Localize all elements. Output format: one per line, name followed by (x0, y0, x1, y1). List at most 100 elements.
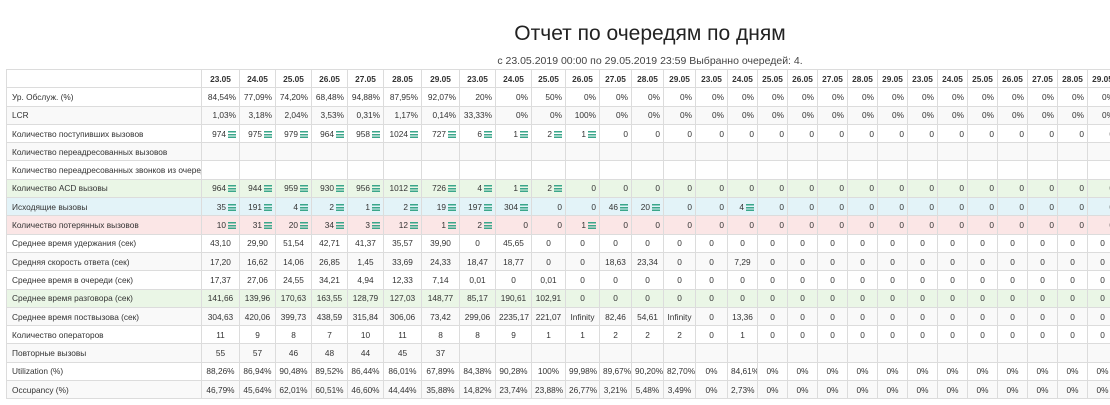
table-cell: 127,03 (383, 288, 422, 308)
list-details-icon[interactable] (228, 203, 236, 211)
table-cell[interactable]: 958 (347, 123, 384, 144)
table-cell[interactable]: 2 (311, 197, 348, 217)
table-cell[interactable]: 2 (383, 197, 422, 217)
list-details-icon[interactable] (746, 203, 754, 211)
table-cell[interactable]: 197 (459, 197, 496, 217)
list-details-icon[interactable] (410, 185, 418, 193)
table-cell[interactable]: 1 (495, 123, 532, 144)
list-details-icon[interactable] (264, 130, 272, 138)
list-details-icon[interactable] (520, 203, 528, 211)
table-cell[interactable]: 930 (311, 178, 348, 199)
list-details-icon[interactable] (372, 185, 380, 193)
cell-value: 0 (950, 311, 955, 322)
table-cell[interactable]: 727 (421, 123, 460, 144)
cell-value: 0% (772, 110, 784, 121)
cell-value: 0% (982, 110, 994, 121)
table-cell[interactable]: 20 (631, 197, 664, 217)
table-cell[interactable]: 4 (727, 197, 758, 217)
table-cell[interactable]: 979 (275, 123, 312, 144)
table-cell[interactable]: 1012 (383, 178, 422, 199)
table-cell[interactable]: 974 (201, 123, 240, 144)
list-details-icon[interactable] (448, 222, 456, 230)
list-details-icon[interactable] (554, 185, 562, 193)
list-details-icon[interactable] (484, 130, 492, 138)
table-cell[interactable]: 4 (275, 197, 312, 217)
list-details-icon[interactable] (448, 185, 456, 193)
list-details-icon[interactable] (300, 222, 308, 230)
table-cell[interactable]: 959 (275, 178, 312, 199)
list-details-icon[interactable] (300, 203, 308, 211)
table-cell[interactable]: 304 (495, 197, 532, 217)
list-details-icon[interactable] (554, 130, 562, 138)
list-details-icon[interactable] (228, 185, 236, 193)
table-cell[interactable]: 1 (421, 215, 460, 235)
list-details-icon[interactable] (520, 130, 528, 138)
table-cell[interactable]: 1 (565, 215, 600, 235)
list-details-icon[interactable] (484, 185, 492, 193)
list-details-icon[interactable] (336, 130, 344, 138)
table-cell: 94,88% (347, 87, 384, 107)
table-cell[interactable]: 2 (531, 178, 566, 199)
table-cell[interactable]: 35 (201, 197, 240, 217)
cell-value: 0% (648, 110, 660, 121)
list-details-icon[interactable] (448, 130, 456, 138)
list-details-icon[interactable] (372, 203, 380, 211)
table-cell[interactable]: 3 (347, 215, 384, 235)
list-details-icon[interactable] (300, 185, 308, 193)
table-cell: Infinity (565, 306, 600, 327)
table-cell[interactable]: 964 (311, 123, 348, 144)
list-details-icon[interactable] (336, 203, 344, 211)
table-cell[interactable]: 2 (531, 123, 566, 144)
table-cell[interactable]: 10 (201, 215, 240, 235)
list-details-icon[interactable] (652, 203, 660, 211)
table-cell[interactable]: 944 (239, 178, 276, 199)
table-cell[interactable]: 46 (599, 197, 632, 217)
table-cell[interactable]: 12 (383, 215, 422, 235)
list-details-icon[interactable] (484, 203, 492, 211)
list-details-icon[interactable] (300, 130, 308, 138)
list-details-icon[interactable] (520, 185, 528, 193)
row-label: LCR (6, 105, 202, 125)
table-cell[interactable]: 1024 (383, 123, 422, 144)
list-details-icon[interactable] (264, 203, 272, 211)
table-cell[interactable]: 726 (421, 178, 460, 199)
list-details-icon[interactable] (410, 222, 418, 230)
cell-value: 0 (800, 293, 805, 304)
list-details-icon[interactable] (372, 222, 380, 230)
list-details-icon[interactable] (448, 203, 456, 211)
table-cell[interactable]: 2 (459, 215, 496, 235)
list-details-icon[interactable] (484, 222, 492, 230)
table-cell[interactable]: 191 (239, 197, 276, 217)
table-cell[interactable]: 4 (459, 178, 496, 199)
list-details-icon[interactable] (620, 203, 628, 211)
list-details-icon[interactable] (588, 130, 596, 138)
list-details-icon[interactable] (336, 222, 344, 230)
table-cell[interactable]: 956 (347, 178, 384, 199)
list-details-icon[interactable] (228, 130, 236, 138)
table-cell: 0% (907, 105, 938, 125)
table-cell[interactable]: 19 (421, 197, 460, 217)
list-details-icon[interactable] (372, 130, 380, 138)
list-details-icon[interactable] (410, 203, 418, 211)
table-cell: 0 (727, 178, 758, 199)
cell-value: 0 (546, 256, 551, 267)
list-details-icon[interactable] (336, 185, 344, 193)
list-details-icon[interactable] (264, 185, 272, 193)
list-details-icon[interactable] (264, 222, 272, 230)
list-details-icon[interactable] (588, 222, 596, 230)
table-cell: 0 (967, 178, 998, 199)
cell-value: 979 (284, 128, 298, 139)
table-cell[interactable]: 1 (565, 123, 600, 144)
table-cell[interactable]: 31 (239, 215, 276, 235)
table-cell[interactable]: 964 (201, 178, 240, 199)
table-cell[interactable]: 6 (459, 123, 496, 144)
cell-value: 0 (920, 329, 925, 340)
table-cell[interactable]: 34 (311, 215, 348, 235)
list-details-icon[interactable] (410, 130, 418, 138)
table-cell[interactable]: 20 (275, 215, 312, 235)
table-cell[interactable]: 1 (495, 178, 532, 199)
cell-value: 0% (742, 110, 754, 121)
table-cell[interactable]: 1 (347, 197, 384, 217)
table-cell[interactable]: 975 (239, 123, 276, 144)
list-details-icon[interactable] (228, 222, 236, 230)
